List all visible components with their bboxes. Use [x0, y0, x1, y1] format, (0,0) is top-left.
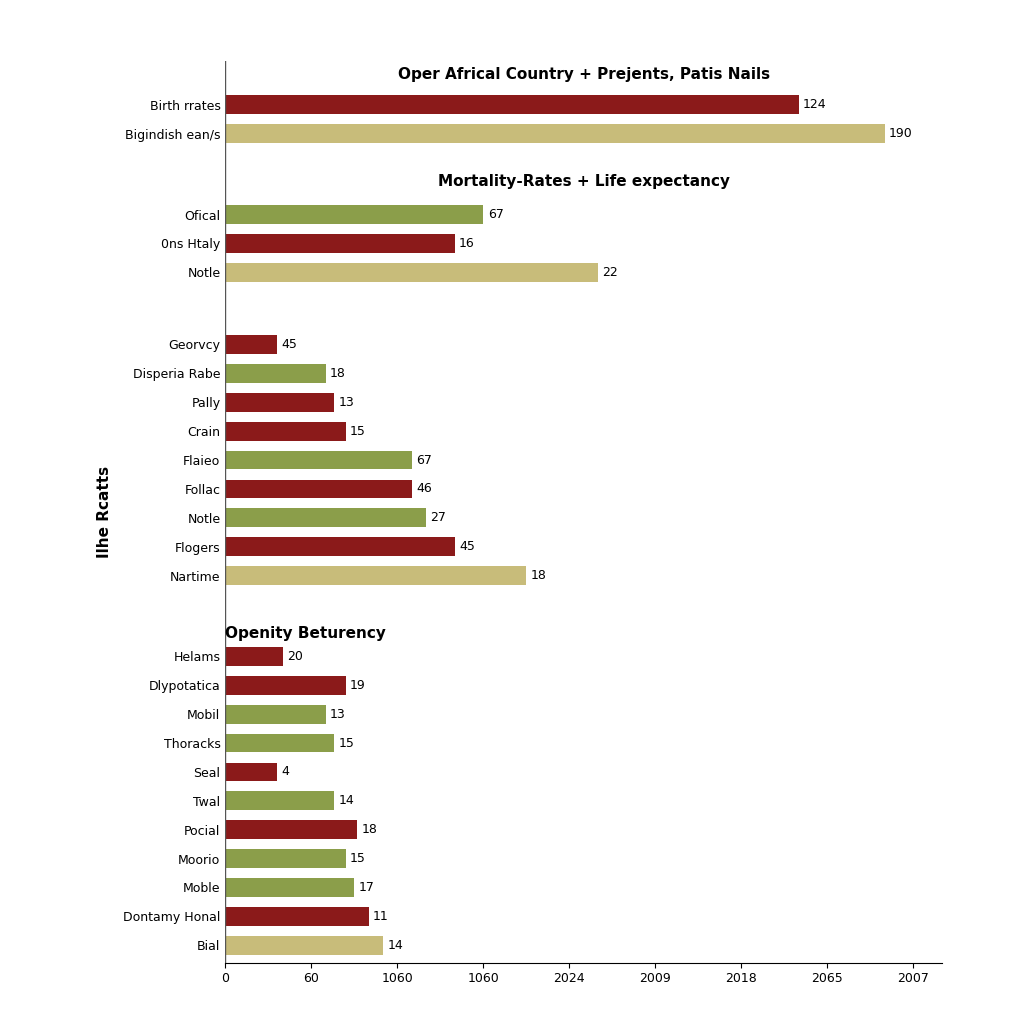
Bar	[225, 849, 346, 868]
Bar	[225, 792, 334, 810]
Bar	[225, 705, 326, 724]
Text: 18: 18	[361, 823, 378, 837]
Text: 16: 16	[459, 237, 475, 250]
Text: 18: 18	[530, 569, 547, 582]
Text: 13: 13	[330, 708, 346, 721]
Text: Oper Africal Country + Prejents, Patis Nails: Oper Africal Country + Prejents, Patis N…	[397, 67, 770, 82]
Bar	[225, 335, 276, 354]
Text: 67: 67	[487, 208, 504, 221]
Text: 4: 4	[282, 765, 289, 778]
Text: 45: 45	[459, 540, 475, 553]
Bar	[225, 422, 346, 440]
Text: 46: 46	[416, 482, 432, 496]
Bar	[225, 479, 412, 499]
Text: 20: 20	[287, 650, 303, 663]
Bar	[225, 508, 426, 527]
Bar	[225, 263, 598, 282]
Text: 15: 15	[350, 852, 366, 865]
Bar	[225, 451, 412, 469]
Text: 19: 19	[350, 679, 366, 692]
Text: 15: 15	[339, 736, 354, 750]
Text: 14: 14	[387, 939, 403, 951]
Y-axis label: Ilhe Rcatts: Ilhe Rcatts	[97, 466, 112, 558]
Bar	[225, 95, 799, 114]
Bar	[225, 538, 455, 556]
Text: 13: 13	[339, 395, 354, 409]
Bar	[225, 124, 885, 143]
Bar	[225, 566, 526, 585]
Text: 27: 27	[430, 511, 446, 524]
Text: 17: 17	[358, 881, 375, 894]
Bar	[225, 364, 326, 383]
Bar	[225, 763, 276, 781]
Text: 45: 45	[282, 338, 297, 351]
Bar	[225, 234, 455, 253]
Bar	[225, 733, 334, 753]
Text: 124: 124	[803, 98, 826, 112]
Bar	[225, 393, 334, 412]
Bar	[225, 907, 369, 926]
Text: 14: 14	[339, 795, 354, 807]
Bar	[225, 205, 483, 224]
Bar	[225, 647, 283, 666]
Text: Mortality-Rates + Life expectancy: Mortality-Rates + Life expectancy	[437, 173, 730, 188]
Text: 22: 22	[602, 266, 618, 279]
Bar	[225, 936, 383, 954]
Bar	[225, 879, 354, 897]
Bar	[225, 820, 357, 839]
Text: 67: 67	[416, 454, 432, 467]
Text: 11: 11	[373, 910, 389, 923]
Bar	[225, 676, 346, 694]
Text: 190: 190	[889, 127, 912, 140]
Text: 15: 15	[350, 425, 366, 437]
Text: Openity Beturency: Openity Beturency	[225, 626, 386, 641]
Text: 18: 18	[330, 367, 346, 380]
